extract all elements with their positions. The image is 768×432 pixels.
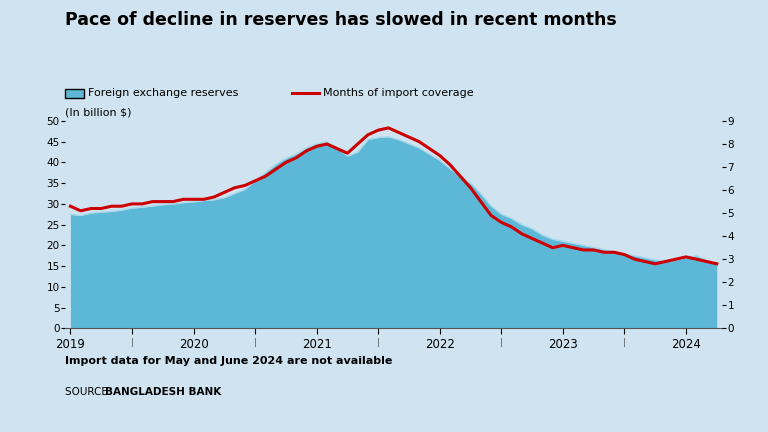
Text: Foreign exchange reserves: Foreign exchange reserves: [88, 88, 239, 98]
Text: BANGLADESH BANK: BANGLADESH BANK: [105, 387, 221, 397]
Text: Import data for May and June 2024 are not available: Import data for May and June 2024 are no…: [65, 356, 392, 366]
Text: Months of import coverage: Months of import coverage: [323, 88, 473, 98]
Text: SOURCE:: SOURCE:: [65, 387, 115, 397]
Text: Pace of decline in reserves has slowed in recent months: Pace of decline in reserves has slowed i…: [65, 11, 617, 29]
Text: (In billion $): (In billion $): [65, 107, 132, 117]
